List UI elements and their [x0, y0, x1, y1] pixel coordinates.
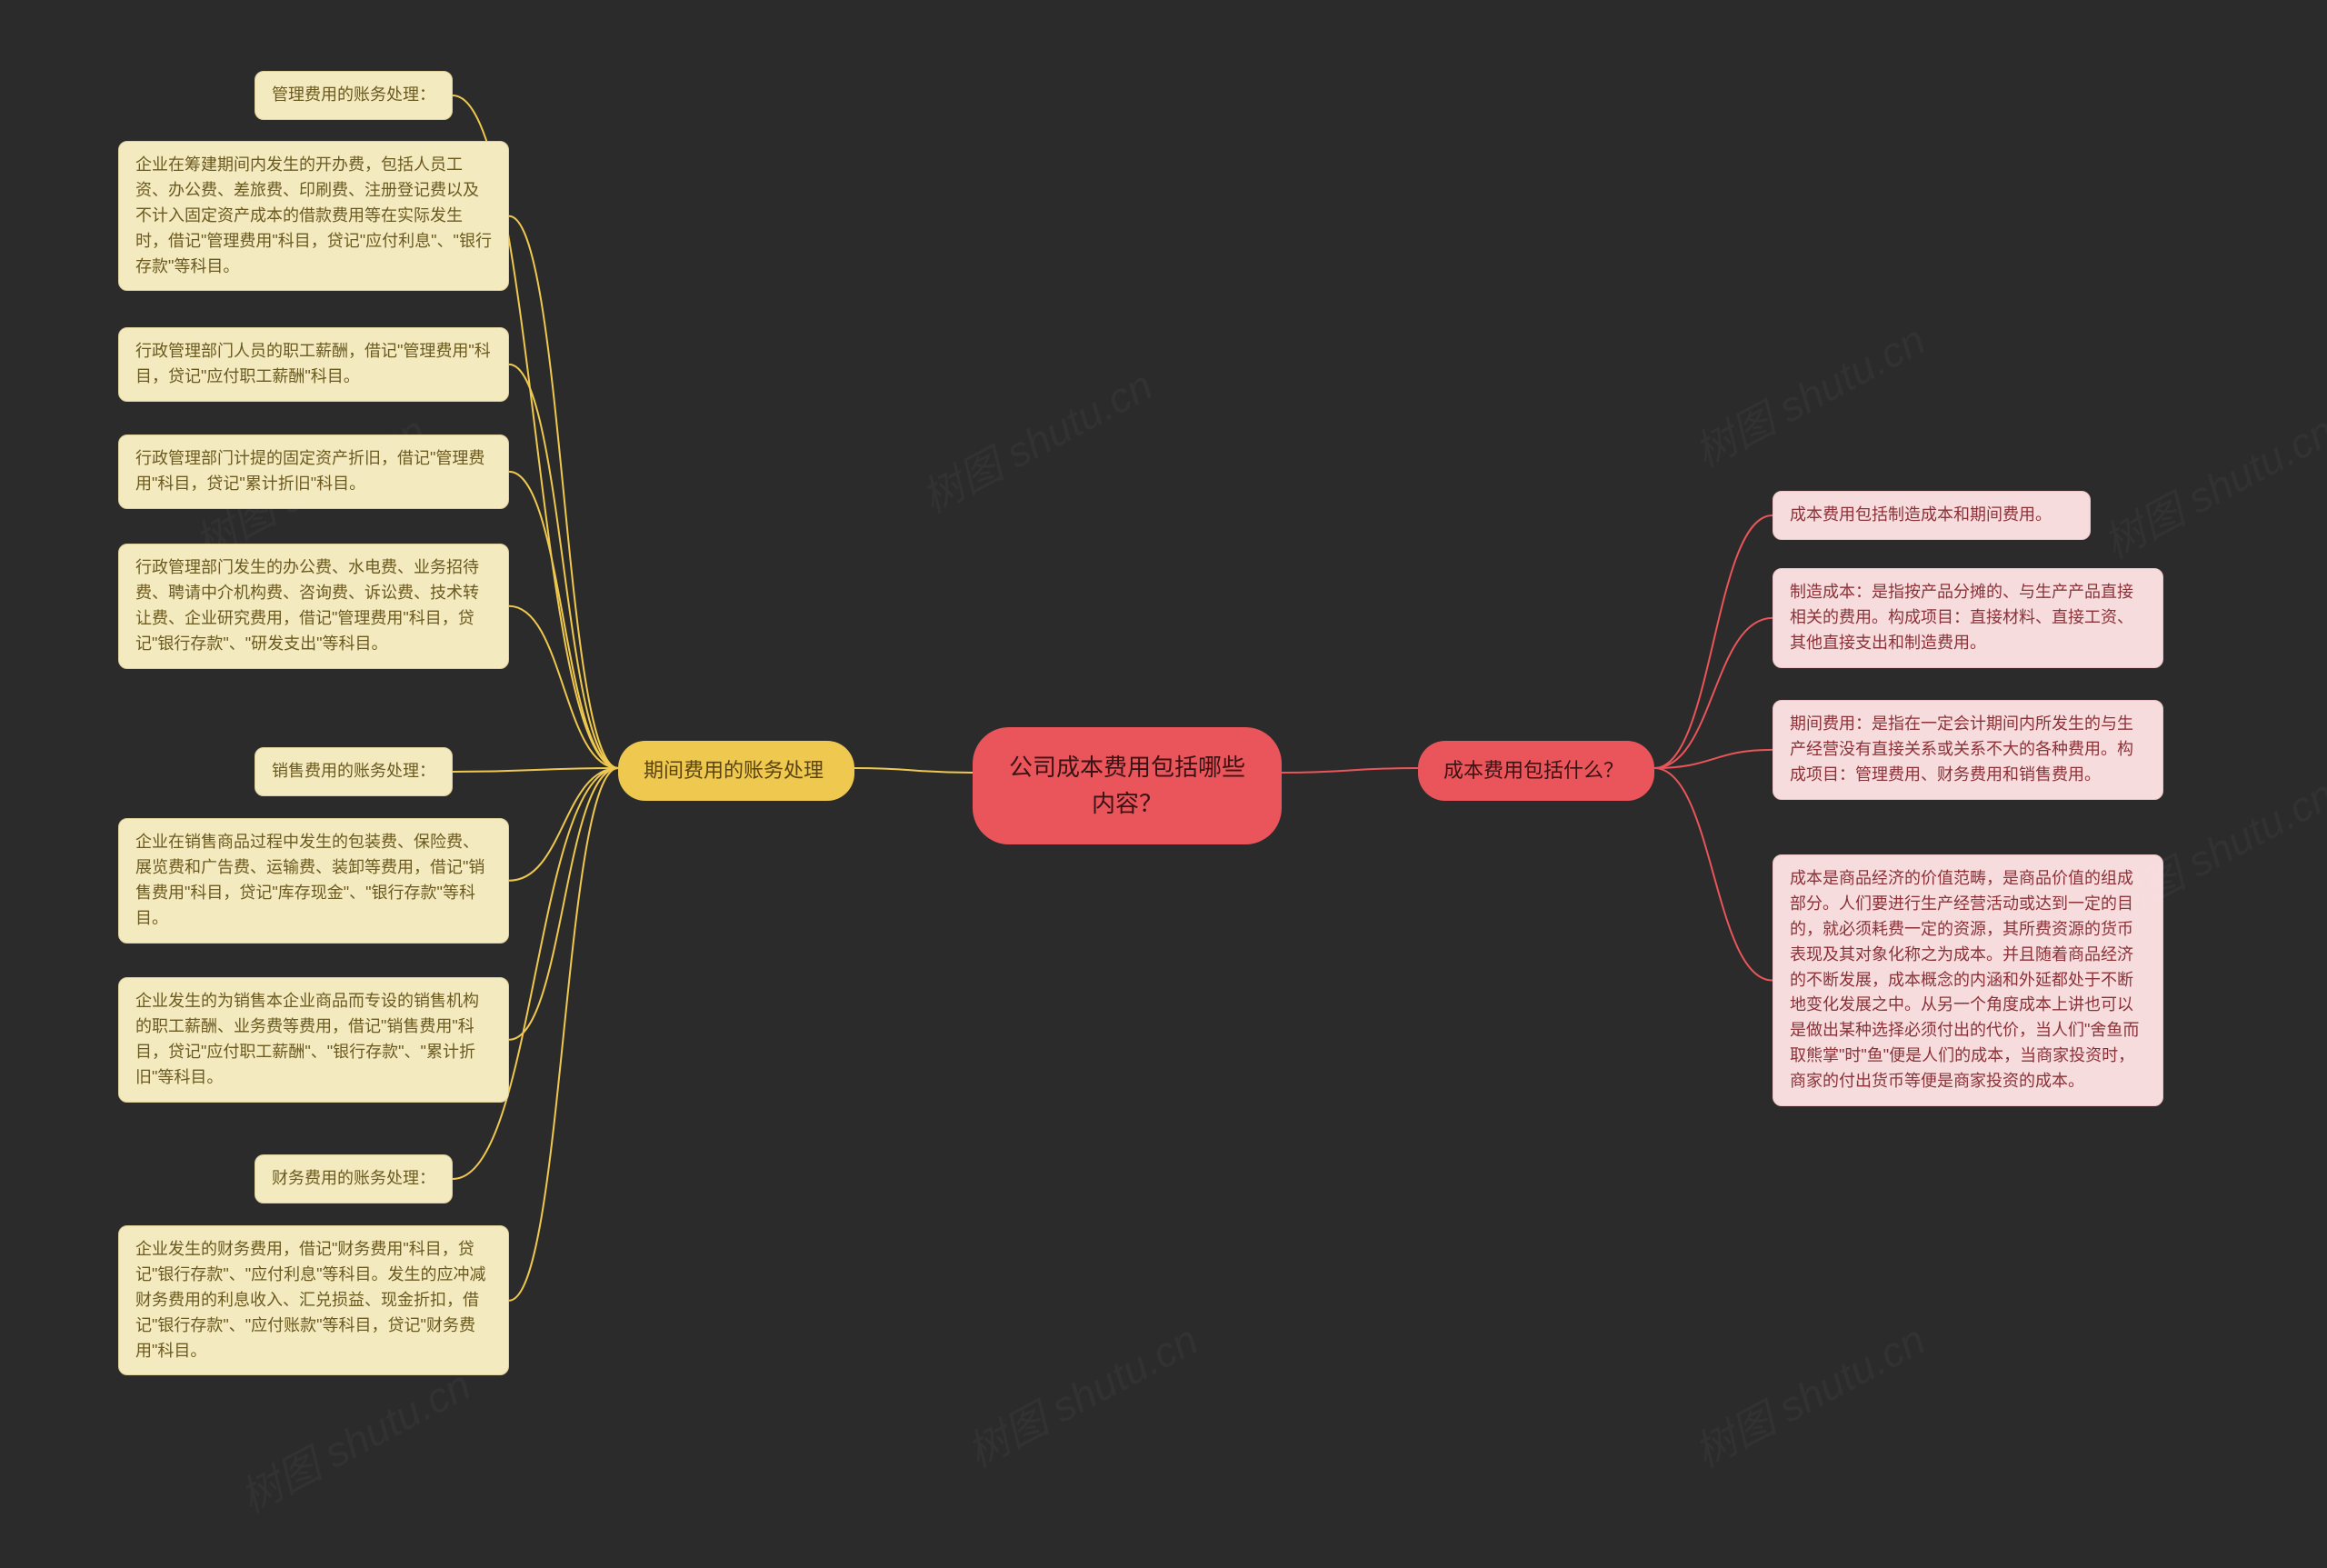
watermark: 树图 shutu.cn	[1683, 307, 1934, 479]
left-leaf: 企业在筹建期间内发生的开办费，包括人员工资、办公费、差旅费、印刷费、注册登记费以…	[118, 141, 509, 291]
left-leaf: 行政管理部门人员的职工薪酬，借记"管理费用"科目，贷记"应付职工薪酬"科目。	[118, 327, 509, 402]
mindmap-canvas: 公司成本费用包括哪些内容？ 期间费用的账务处理 成本费用包括什么？ 管理费用的账…	[0, 0, 2327, 1568]
left-leaf: 企业发生的为销售本企业商品而专设的销售机构的职工薪酬、业务费等费用，借记"销售费…	[118, 977, 509, 1103]
left-branch-node: 期间费用的账务处理	[618, 741, 854, 801]
right-leaf: 制造成本：是指按产品分摊的、与生产产品直接相关的费用。构成项目：直接材料、直接工…	[1773, 568, 2163, 668]
watermark: 树图 shutu.cn	[2092, 398, 2327, 570]
left-leaf: 管理费用的账务处理：	[255, 71, 453, 120]
right-branch-node: 成本费用包括什么？	[1418, 741, 1654, 801]
watermark: 树图 shutu.cn	[228, 1353, 480, 1524]
left-leaf: 企业在销售商品过程中发生的包装费、保险费、展览费和广告费、运输费、装卸等费用，借…	[118, 818, 509, 944]
left-leaf: 行政管理部门发生的办公费、水电费、业务招待费、聘请中介机构费、咨询费、诉讼费、技…	[118, 544, 509, 669]
watermark: 树图 shutu.cn	[910, 353, 1162, 524]
right-leaf: 成本费用包括制造成本和期间费用。	[1773, 491, 2091, 540]
left-leaf: 销售费用的账务处理：	[255, 747, 453, 796]
right-leaf: 期间费用：是指在一定会计期间内所发生的与生产经营没有直接关系或关系不大的各种费用…	[1773, 700, 2163, 800]
left-leaf: 财务费用的账务处理：	[255, 1154, 453, 1203]
watermark: 树图 shutu.cn	[955, 1307, 1207, 1479]
watermark: 树图 shutu.cn	[1683, 1307, 1934, 1479]
center-node: 公司成本费用包括哪些内容？	[973, 727, 1282, 844]
